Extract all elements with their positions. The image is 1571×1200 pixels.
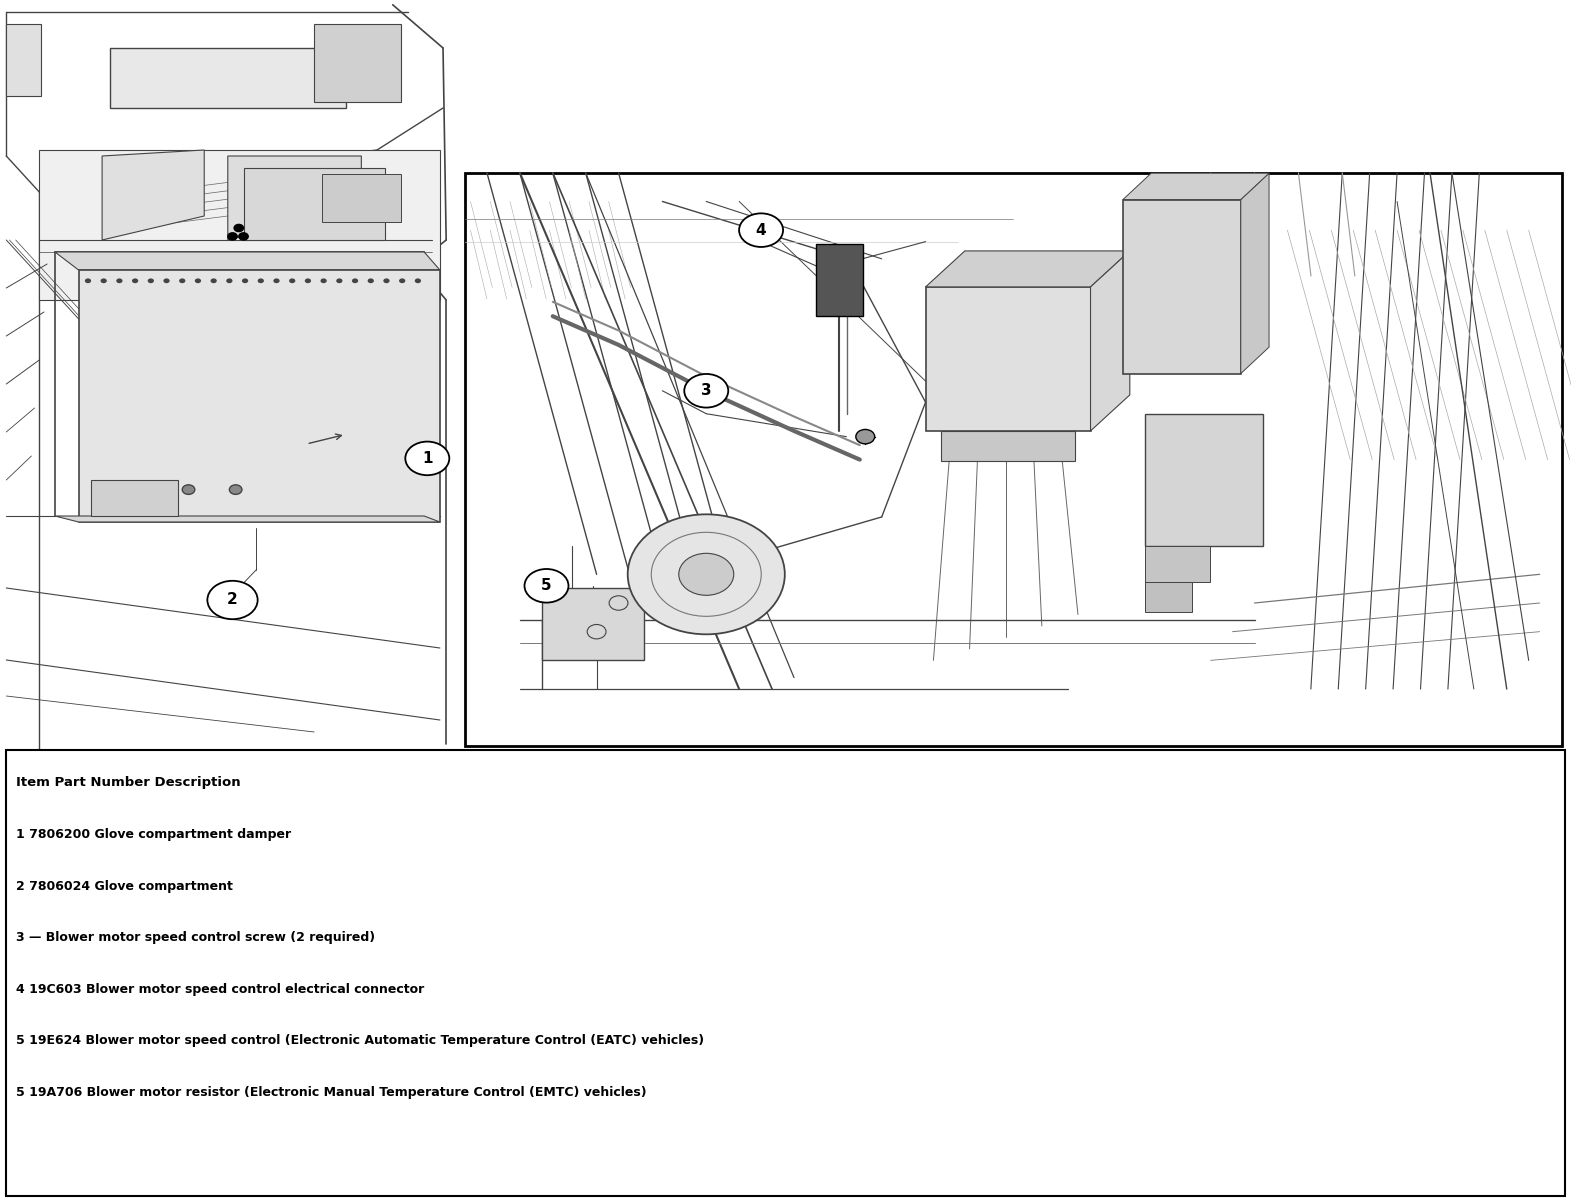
- Circle shape: [182, 485, 195, 494]
- Bar: [6, 24, 41, 96]
- Circle shape: [226, 278, 233, 283]
- Bar: [79, 270, 440, 522]
- Circle shape: [305, 278, 311, 283]
- Bar: [815, 245, 862, 316]
- Polygon shape: [1090, 251, 1130, 431]
- Circle shape: [229, 485, 242, 494]
- Circle shape: [525, 569, 569, 602]
- Circle shape: [258, 278, 264, 283]
- Circle shape: [679, 553, 734, 595]
- Text: 4: 4: [756, 223, 767, 238]
- Circle shape: [383, 278, 390, 283]
- Bar: [6, 6, 448, 750]
- Circle shape: [239, 233, 248, 240]
- Circle shape: [628, 515, 786, 635]
- Bar: [1145, 546, 1210, 582]
- Circle shape: [179, 278, 185, 283]
- Circle shape: [336, 278, 342, 283]
- Circle shape: [195, 278, 201, 283]
- Text: 5 19A706 Blower motor resistor (Electronic Manual Temperature Control (EMTC) veh: 5 19A706 Blower motor resistor (Electron…: [16, 1086, 646, 1099]
- Text: 2 7806024 Glove compartment: 2 7806024 Glove compartment: [16, 880, 233, 893]
- Bar: [314, 24, 401, 102]
- Polygon shape: [1241, 173, 1269, 373]
- Circle shape: [116, 278, 123, 283]
- Circle shape: [85, 278, 91, 283]
- Text: 2: 2: [228, 593, 237, 607]
- Text: 4 19C603 Blower motor speed control electrical connector: 4 19C603 Blower motor speed control elec…: [16, 983, 424, 996]
- Bar: [322, 174, 401, 222]
- Bar: [244, 168, 385, 240]
- Polygon shape: [228, 156, 361, 240]
- Circle shape: [399, 278, 405, 283]
- Bar: [465, 173, 1562, 746]
- Polygon shape: [55, 516, 440, 522]
- Circle shape: [685, 374, 729, 408]
- Text: 1 7806200 Glove compartment damper: 1 7806200 Glove compartment damper: [16, 828, 291, 841]
- Bar: [1123, 199, 1241, 373]
- Polygon shape: [55, 252, 440, 270]
- Bar: [1145, 414, 1263, 546]
- Circle shape: [352, 278, 358, 283]
- Circle shape: [738, 214, 782, 247]
- Text: 3: 3: [701, 383, 712, 398]
- Circle shape: [242, 278, 248, 283]
- Circle shape: [211, 278, 217, 283]
- Circle shape: [405, 442, 449, 475]
- Circle shape: [856, 430, 875, 444]
- Circle shape: [289, 278, 295, 283]
- Bar: [6, 750, 1565, 1196]
- Bar: [925, 287, 1090, 431]
- Circle shape: [368, 278, 374, 283]
- Text: 3 — Blower motor speed control screw (2 required): 3 — Blower motor speed control screw (2 …: [16, 931, 375, 944]
- Bar: [542, 588, 644, 660]
- Bar: [1145, 582, 1192, 612]
- Text: Item Part Number Description: Item Part Number Description: [16, 776, 240, 790]
- Polygon shape: [102, 150, 204, 240]
- Circle shape: [148, 278, 154, 283]
- Bar: [941, 431, 1075, 461]
- Bar: [39, 150, 440, 300]
- Circle shape: [163, 278, 170, 283]
- Text: 1: 1: [423, 451, 432, 466]
- Text: 5 19E624 Blower motor speed control (Electronic Automatic Temperature Control (E: 5 19E624 Blower motor speed control (Ele…: [16, 1034, 704, 1048]
- Circle shape: [415, 278, 421, 283]
- Bar: [91, 480, 178, 516]
- Circle shape: [234, 224, 244, 232]
- Text: 5: 5: [540, 578, 551, 593]
- Circle shape: [273, 278, 280, 283]
- Circle shape: [132, 278, 138, 283]
- Circle shape: [101, 278, 107, 283]
- Polygon shape: [925, 251, 1130, 287]
- Polygon shape: [1123, 173, 1269, 199]
- Circle shape: [320, 278, 327, 283]
- Bar: [110, 48, 346, 108]
- Circle shape: [207, 581, 258, 619]
- Circle shape: [228, 233, 237, 240]
